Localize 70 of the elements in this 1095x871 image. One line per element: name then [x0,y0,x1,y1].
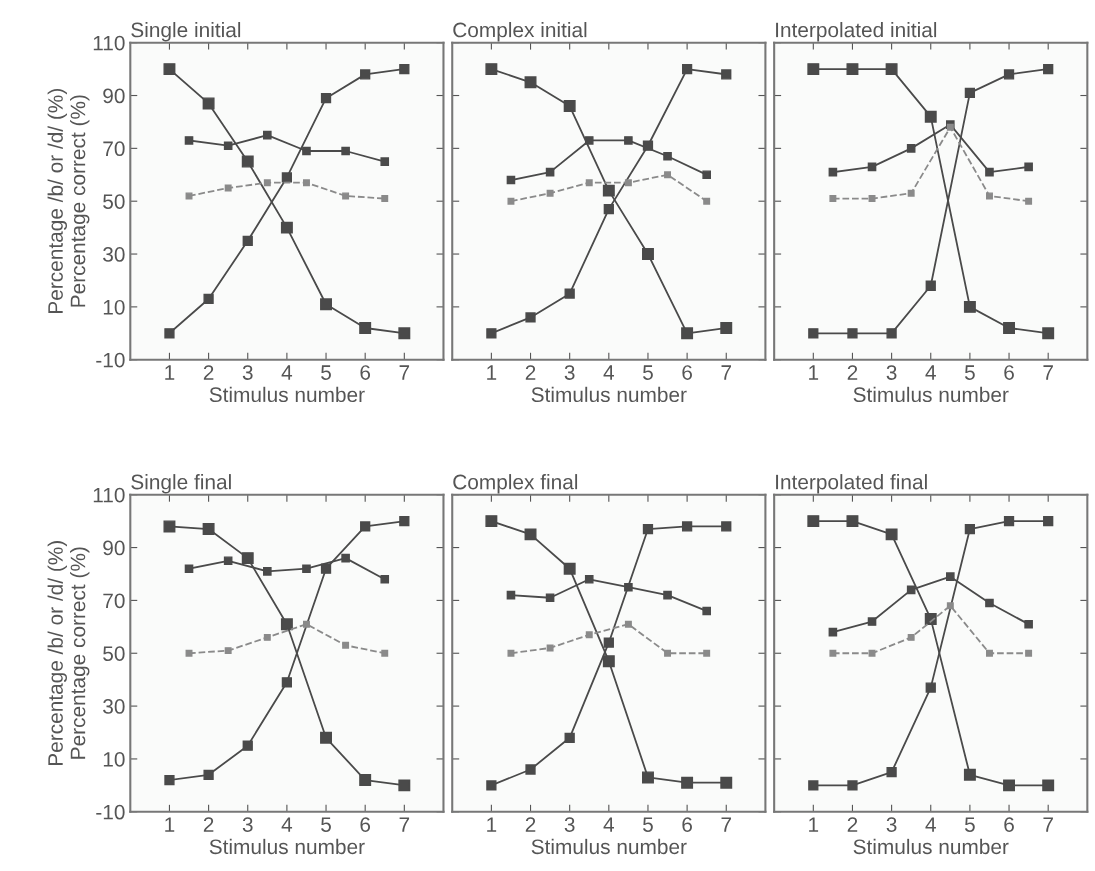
x-tick-label: 5 [643,365,653,380]
x-tick-label: 2 [847,817,858,832]
x-tick-label: 1 [487,365,497,380]
x-tick-label: 3 [564,365,575,380]
chart-title: Complex initial [453,22,587,42]
x-tick-label: 2 [525,365,536,380]
x-tick-label: 6 [682,817,692,832]
y-tick-label: -10 [96,352,125,368]
x-tick-label: 3 [242,365,253,380]
x-tick-label: 4 [281,365,293,380]
x-tick-label: 4 [925,365,936,380]
y-tick-label: 10 [103,299,125,315]
y-tick-label: 110 [93,487,125,503]
chart-title: Single final [131,474,231,494]
x-tick-label: 4 [603,817,614,832]
x-tick-label: 2 [203,817,214,832]
x-tick-label: 1 [165,365,175,380]
x-tick-label: 1 [165,817,175,832]
x-tick-label: 6 [360,817,371,832]
x-tick-label: 7 [721,817,732,832]
x-tick-label: 7 [399,365,410,380]
chart-title: Interpolated initial [776,22,937,42]
y-tick-label: 90 [103,88,125,104]
x-axis-title: Stimulus number [853,838,1009,855]
y-tick-label: 110 [93,35,125,51]
x-axis-title: Stimulus number [853,386,1009,403]
x-axis-title: Stimulus number [209,838,365,855]
y-tick-label: 30 [103,699,125,714]
x-tick-label: 3 [564,817,575,832]
chart-title: Single initial [131,22,241,42]
x-tick-label: 7 [721,365,732,380]
x-tick-label: 7 [399,817,410,832]
y-tick-label: 30 [103,247,125,262]
y-tick-label: -10 [96,804,125,820]
x-tick-label: 3 [886,817,897,832]
y-axis-title: Percentage /b/ or /d/ (%) Percentage correct (%) [47,89,90,313]
y-tick-label: 50 [103,194,125,209]
x-tick-label: 4 [925,817,936,832]
x-axis-title: Stimulus number [209,386,365,403]
x-tick-label: 7 [1043,365,1053,380]
y-axis-title: Percentage /b/ or /d/ (%) Percentage correct (%) [47,541,90,766]
chart-title: Complex final [453,474,578,494]
x-tick-label: 5 [321,365,331,380]
y-tick-label: 90 [103,540,125,556]
x-axis-title: Stimulus number [531,838,687,855]
x-tick-label: 1 [809,365,819,380]
x-tick-label: 2 [847,365,858,380]
x-tick-label: 6 [360,365,371,380]
x-tick-label: 4 [603,365,614,380]
x-tick-label: 3 [886,365,897,380]
x-tick-label: 6 [1004,365,1014,380]
x-tick-label: 3 [242,817,253,832]
x-tick-label: 5 [321,817,331,832]
y-tick-label: 70 [103,593,125,609]
x-tick-label: 1 [809,817,819,832]
x-tick-label: 4 [281,817,293,832]
x-tick-label: 6 [682,365,692,380]
x-tick-label: 6 [1004,817,1014,832]
chart-title: Interpolated final [776,474,927,494]
x-tick-label: 5 [964,365,975,380]
x-tick-label: 1 [487,817,497,832]
y-tick-label: 10 [103,751,125,767]
x-tick-label: 5 [643,817,653,832]
x-tick-label: 2 [203,365,214,380]
x-axis-title: Stimulus number [531,386,687,403]
x-tick-label: 5 [964,817,975,832]
x-tick-label: 2 [525,817,536,832]
x-tick-label: 7 [1043,817,1053,832]
y-tick-label: 50 [103,646,125,661]
y-tick-label: 70 [103,141,125,157]
